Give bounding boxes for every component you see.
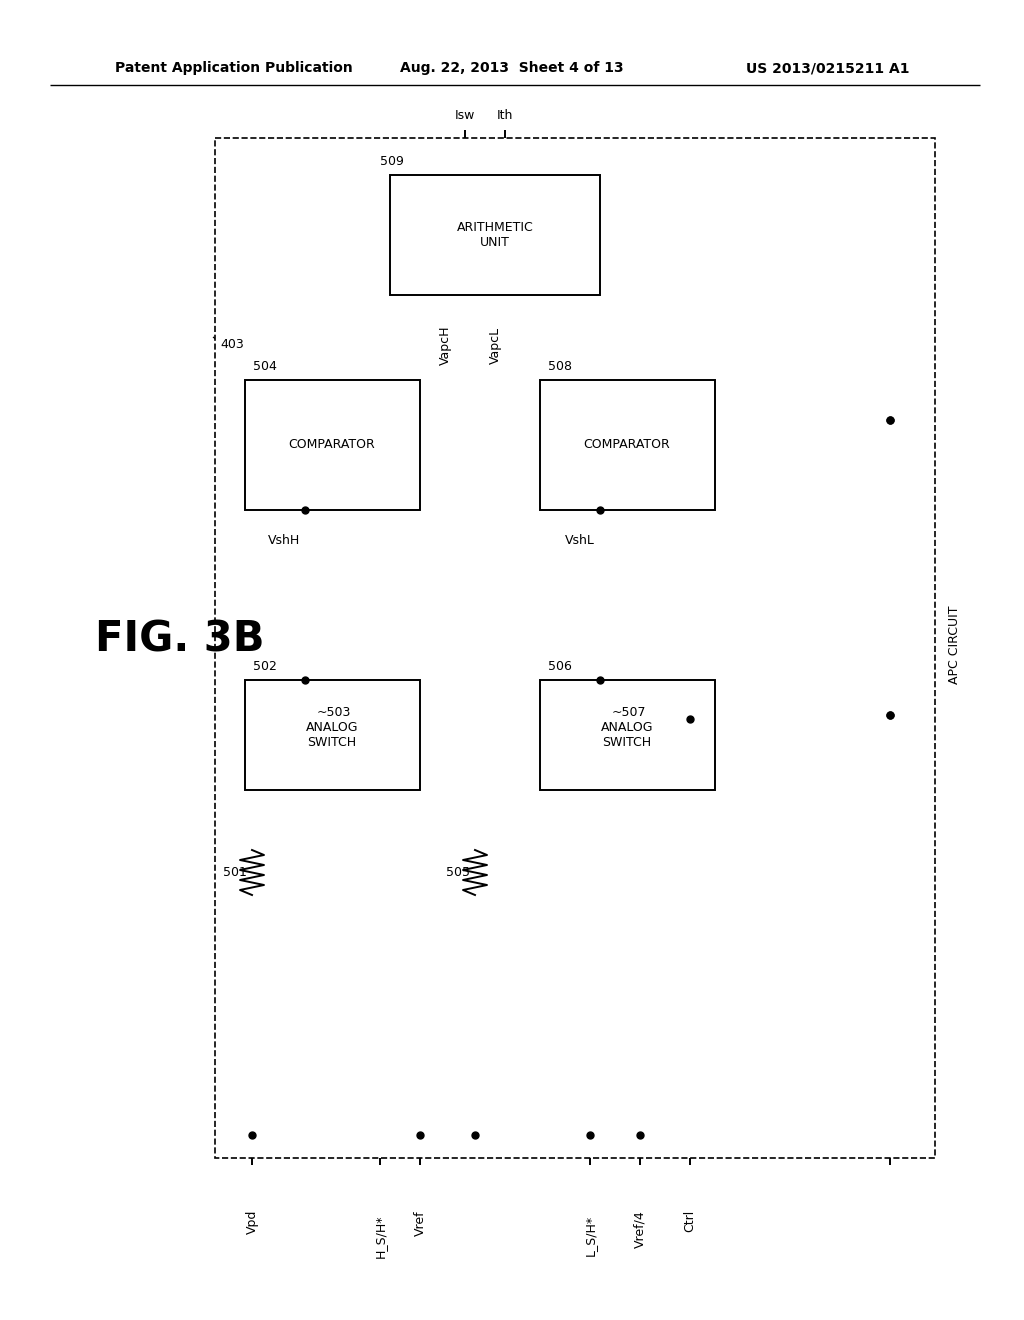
Text: 505: 505 [446, 866, 470, 879]
Text: Vref/4: Vref/4 [634, 1210, 646, 1247]
Text: VapcH: VapcH [439, 325, 452, 364]
Text: Vpd: Vpd [246, 1210, 258, 1234]
Text: COMPARATOR: COMPARATOR [289, 438, 376, 451]
Text: ~503: ~503 [317, 706, 351, 719]
Text: ANALOG
SWITCH: ANALOG SWITCH [306, 721, 358, 748]
Bar [540, 680, 715, 789]
Bar [390, 176, 600, 294]
Text: 506: 506 [548, 660, 571, 673]
Text: VshL: VshL [565, 533, 595, 546]
Text: ANALOG
SWITCH: ANALOG SWITCH [601, 721, 653, 748]
Text: FIG. 3B: FIG. 3B [95, 619, 264, 661]
Text: APC CIRCUIT: APC CIRCUIT [948, 606, 962, 684]
Text: Aug. 22, 2013  Sheet 4 of 13: Aug. 22, 2013 Sheet 4 of 13 [400, 61, 624, 75]
Text: ARITHMETIC
UNIT: ARITHMETIC UNIT [457, 220, 534, 249]
Bar [245, 380, 420, 510]
Text: US 2013/0215211 A1: US 2013/0215211 A1 [746, 61, 910, 75]
Bar [245, 680, 420, 789]
Text: 508: 508 [548, 360, 572, 374]
Text: VapcL: VapcL [489, 326, 502, 363]
Text: 504: 504 [253, 360, 276, 374]
Bar [215, 139, 935, 1158]
Text: Patent Application Publication: Patent Application Publication [115, 61, 352, 75]
Text: Ctrl: Ctrl [683, 1210, 696, 1233]
Text: 502: 502 [253, 660, 276, 673]
Text: H_S/H*: H_S/H* [374, 1214, 386, 1258]
Text: Vref: Vref [414, 1210, 427, 1236]
Text: 509: 509 [380, 154, 403, 168]
Text: COMPARATOR: COMPARATOR [584, 438, 671, 451]
Text: Isw: Isw [455, 110, 475, 121]
Text: Ith: Ith [497, 110, 513, 121]
Text: VshH: VshH [267, 533, 300, 546]
Bar [540, 380, 715, 510]
Text: L_S/H*: L_S/H* [584, 1214, 597, 1257]
Text: 501: 501 [223, 866, 247, 879]
Text: ~507: ~507 [612, 706, 646, 719]
Text: 403: 403 [220, 338, 244, 351]
